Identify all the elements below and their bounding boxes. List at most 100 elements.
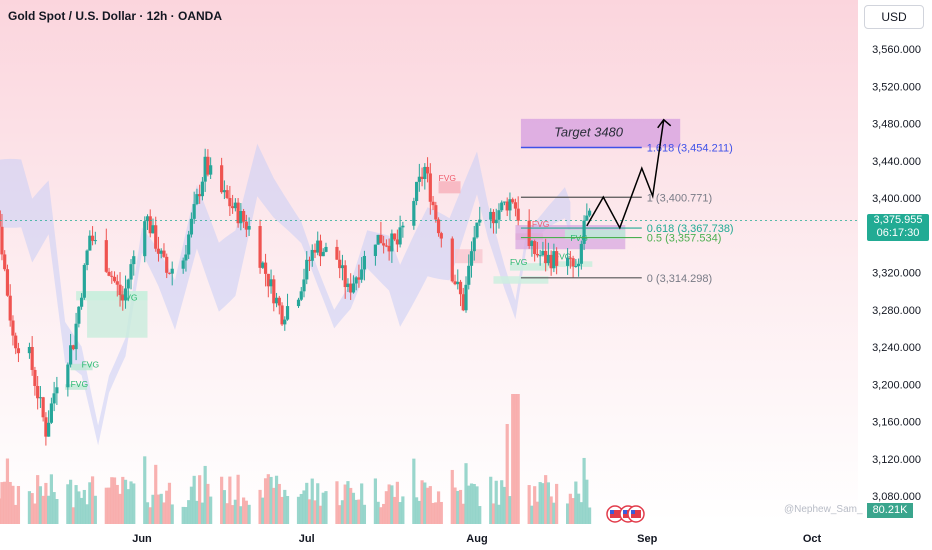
candle-body: [555, 251, 559, 266]
candle-body: [170, 268, 174, 274]
candle-body: [475, 222, 479, 238]
price-tick-label: 3,520.000: [872, 81, 921, 93]
time-tick-label: Jun: [132, 533, 152, 545]
volume-bar: [156, 494, 161, 524]
candle-body: [49, 403, 53, 423]
price-tick-label: 3,400.000: [872, 193, 921, 205]
volume-bar: [85, 504, 89, 524]
candle-body: [299, 291, 303, 300]
volume-bar: [162, 502, 166, 524]
candle-body: [107, 271, 111, 276]
candle-body: [508, 199, 512, 211]
candle-body: [82, 264, 86, 298]
volume-bar: [343, 484, 347, 524]
candle-body: [263, 262, 268, 274]
volume-bar: [431, 502, 435, 524]
currency-selector[interactable]: USD: [864, 5, 924, 29]
fvg-zone: [76, 291, 148, 301]
volume-bar: [231, 505, 235, 524]
fvg-zone: [509, 263, 549, 271]
candle-body: [453, 281, 457, 285]
candle-body: [44, 417, 48, 437]
candle-body: [36, 385, 40, 399]
volume-bar: [491, 503, 496, 524]
fvg-zone: [438, 181, 461, 194]
volume-bar: [351, 492, 356, 524]
candle-body: [472, 237, 476, 252]
chart-title: Gold Spot / U.S. Dollar · 12h · OANDA: [8, 9, 223, 23]
volume-bar: [360, 483, 364, 524]
candle-body: [272, 279, 276, 304]
candle-body: [74, 323, 78, 350]
volume-bar: [3, 481, 7, 524]
candle-body: [47, 422, 51, 437]
volume-bar: [423, 482, 427, 524]
us-flag-stripes-icon: [631, 510, 641, 518]
volume-bar: [494, 480, 498, 524]
volume-bar: [541, 483, 545, 524]
volume-bar: [450, 469, 454, 524]
candle-body: [233, 202, 237, 209]
candle-body: [373, 244, 378, 256]
candle-body: [269, 279, 273, 287]
volume-bar: [151, 494, 155, 524]
fvg-label: FVG: [71, 379, 88, 389]
volume-bar: [533, 486, 537, 524]
us-flag-stripes-icon: [610, 510, 620, 518]
time-tick-label: Aug: [466, 533, 487, 545]
candle-body: [587, 210, 592, 216]
candle-body: [3, 254, 7, 270]
volume-bar: [233, 499, 237, 524]
volume-badge: 80.21K: [867, 503, 913, 518]
volume-bar: [467, 485, 471, 524]
fib-label: 1 (3,400.771): [647, 192, 712, 204]
candle-body: [274, 297, 279, 304]
candle-body: [549, 254, 553, 269]
volume-bar: [145, 502, 150, 524]
candle-body: [423, 166, 427, 180]
candle-body: [401, 225, 405, 228]
candle-body: [195, 194, 199, 205]
volume-bar: [401, 496, 405, 524]
candle-body: [222, 190, 226, 193]
volume-bar: [420, 480, 424, 524]
price-tick-label: 3,080.000: [872, 491, 921, 503]
candle-body: [41, 397, 45, 418]
candle-body: [104, 240, 108, 272]
candle-body: [30, 346, 34, 370]
fib-label: 0 (3,314.298): [647, 273, 712, 285]
volume-bar: [272, 487, 276, 524]
volume-bar: [274, 475, 279, 524]
candle-body: [412, 201, 416, 226]
candle-body: [324, 246, 328, 252]
volume-bar: [69, 479, 73, 524]
candle-body: [266, 273, 270, 287]
candle-body: [121, 295, 125, 301]
candle-body: [387, 245, 391, 252]
volume-bar: [310, 478, 314, 524]
volume-bar: [324, 491, 328, 524]
candle-body: [110, 275, 114, 277]
volume-bar: [582, 457, 586, 524]
volume-bar: [456, 490, 460, 524]
candle-body: [79, 297, 84, 307]
candle-body: [571, 258, 575, 267]
candle-body: [321, 251, 325, 257]
volume-bar: [228, 476, 232, 524]
volume-bar: [587, 507, 592, 524]
fvg-label: FVG: [532, 219, 549, 229]
volume-bar: [132, 483, 136, 524]
volume-bar: [241, 497, 246, 524]
volume-bar: [71, 507, 75, 524]
volume-bar: [349, 487, 353, 524]
candle-body: [313, 249, 317, 253]
candle-body: [162, 250, 166, 257]
candle-body: [129, 264, 133, 280]
projection-path: [586, 118, 672, 230]
fvg-label: FVG: [82, 359, 99, 369]
candle-body: [52, 393, 56, 404]
candle-body: [428, 173, 432, 202]
candle-body: [576, 263, 581, 266]
volume-bar: [305, 482, 309, 524]
